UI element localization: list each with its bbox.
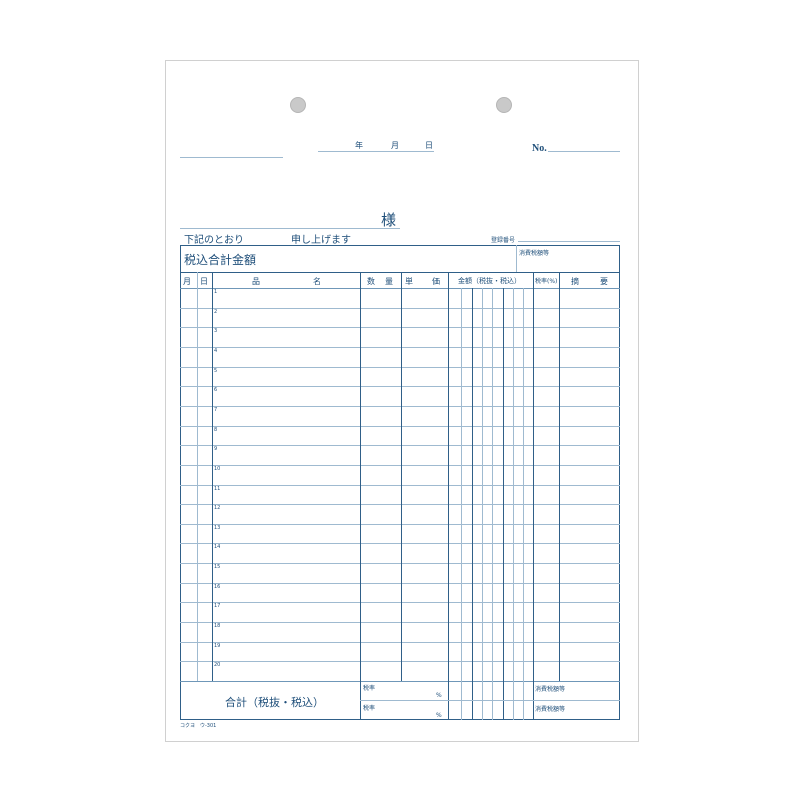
amount-digit-line [461, 288, 462, 720]
row-number: 7 [214, 407, 218, 413]
footer-total-label: 合計（税抜・税込） [225, 696, 324, 709]
row-line [180, 367, 620, 368]
footer-rate-label-1: 税率 [363, 685, 376, 692]
registration-label: 登録番号 [491, 237, 516, 244]
issuer-line [180, 157, 283, 158]
footer-percent-1: % [436, 692, 442, 699]
row-number: 8 [214, 427, 218, 433]
col-price-1: 単 [405, 277, 413, 286]
col-month: 月 [183, 277, 191, 286]
row-number: 3 [214, 328, 218, 334]
row-line [180, 524, 620, 525]
row-line [180, 327, 620, 328]
table-border [180, 272, 620, 720]
amount-digit-line [503, 288, 504, 720]
total-box-tax-label: 消費税額等 [519, 250, 550, 257]
column-line [197, 272, 198, 681]
number-label: No. [532, 143, 547, 154]
registration-line [518, 241, 620, 242]
column-line [360, 272, 361, 681]
column-line [401, 272, 402, 681]
column-line [448, 272, 449, 681]
column-line [533, 272, 534, 681]
row-line [180, 661, 620, 662]
footer-tax-label-2: 消費税額等 [535, 706, 566, 713]
amount-digit-line [492, 288, 493, 720]
row-number: 15 [214, 564, 221, 570]
row-line [180, 583, 620, 584]
product-code: コクヨ ウ-301 [180, 723, 217, 729]
col-item-2: 名 [313, 277, 321, 286]
binding-hole [290, 97, 306, 113]
amount-digit-line [523, 288, 524, 720]
amount-digit-line [482, 288, 483, 720]
row-number: 20 [214, 662, 221, 668]
row-line [180, 445, 620, 446]
addressee-line [180, 228, 400, 229]
col-amount: 金額（税抜・税込） [458, 277, 521, 285]
row-number: 11 [214, 486, 221, 492]
row-line [180, 622, 620, 623]
row-number: 4 [214, 348, 218, 354]
row-number: 9 [214, 446, 218, 452]
footer-mid-line [360, 700, 620, 701]
addressee-suffix: 様 [381, 211, 397, 229]
col-tax-rate: 税率(%) [535, 278, 558, 285]
row-number: 2 [214, 309, 218, 315]
invoice-sheet [165, 60, 639, 742]
row-number: 10 [214, 466, 221, 472]
footer-percent-2: % [436, 712, 442, 719]
row-number: 12 [214, 505, 221, 511]
intro-right: 申し上げます [291, 235, 351, 246]
row-line [180, 308, 620, 309]
row-number: 13 [214, 525, 221, 531]
footer-rate-label-2: 税率 [363, 705, 376, 712]
row-line [180, 426, 620, 427]
number-line [548, 151, 620, 152]
divider [516, 245, 517, 272]
row-line [180, 485, 620, 486]
column-line [212, 272, 213, 681]
row-line [180, 543, 620, 544]
date-line [318, 151, 434, 152]
amount-digit-line [513, 288, 514, 720]
col-notes-2: 要 [600, 277, 608, 286]
amount-digit-line [472, 288, 473, 720]
row-line [180, 563, 620, 564]
intro-left: 下記のとおり [184, 235, 244, 246]
row-line [180, 465, 620, 466]
row-line [180, 386, 620, 387]
header-divider [180, 288, 620, 289]
row-line [180, 602, 620, 603]
row-number: 14 [214, 544, 221, 550]
col-item-1: 品 [252, 277, 260, 286]
col-day: 日 [200, 277, 208, 286]
row-number: 19 [214, 643, 221, 649]
binding-hole [496, 97, 512, 113]
col-qty-1: 数 [367, 277, 375, 286]
total-box-label: 税込合計金額 [184, 253, 257, 267]
month-label: 月 [391, 141, 399, 150]
day-label: 日 [425, 141, 433, 150]
row-number: 17 [214, 603, 221, 609]
column-line [559, 272, 560, 681]
col-notes-1: 摘 [571, 277, 579, 286]
row-number: 6 [214, 387, 218, 393]
row-line [180, 406, 620, 407]
row-line [180, 642, 620, 643]
year-label: 年 [355, 141, 363, 150]
row-number: 1 [214, 289, 218, 295]
row-number: 5 [214, 368, 218, 374]
row-number: 16 [214, 584, 221, 590]
row-number: 18 [214, 623, 221, 629]
col-qty-2: 量 [385, 277, 393, 286]
col-price-2: 価 [432, 277, 440, 286]
row-line [180, 504, 620, 505]
footer-divider [180, 681, 620, 682]
total-box [180, 245, 620, 272]
row-line [180, 347, 620, 348]
footer-tax-label-1: 消費税額等 [535, 686, 566, 693]
